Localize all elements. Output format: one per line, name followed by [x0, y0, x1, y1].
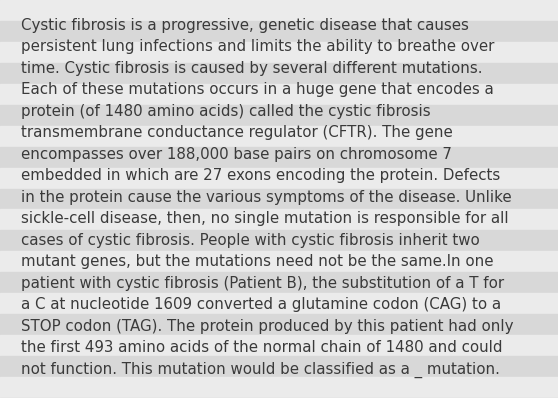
Text: sickle-cell disease, then, no single mutation is responsible for all: sickle-cell disease, then, no single mut…: [21, 211, 509, 226]
Bar: [0, 314, 558, 335]
Bar: [0, 0, 558, 21]
Text: time. Cystic fibrosis is caused by several different mutations.: time. Cystic fibrosis is caused by sever…: [21, 61, 483, 76]
Bar: [0, 21, 558, 42]
Text: protein (of 1480 amino acids) called the cystic fibrosis: protein (of 1480 amino acids) called the…: [21, 104, 431, 119]
Text: transmembrane conductance regulator (CFTR). The gene: transmembrane conductance regulator (CFT…: [21, 125, 453, 140]
Text: persistent lung infections and limits the ability to breathe over: persistent lung infections and limits th…: [21, 39, 494, 55]
Bar: [0, 252, 558, 272]
Bar: [0, 272, 558, 293]
Text: embedded in which are 27 exons encoding the protein. Defects: embedded in which are 27 exons encoding …: [21, 168, 501, 183]
Text: mutant genes, but the mutations need not be the same.In one: mutant genes, but the mutations need not…: [21, 254, 494, 269]
Bar: [0, 126, 558, 146]
Bar: [0, 377, 558, 398]
Bar: [0, 230, 558, 252]
Bar: [0, 42, 558, 63]
Text: cases of cystic fibrosis. People with cystic fibrosis inherit two: cases of cystic fibrosis. People with cy…: [21, 233, 480, 248]
Text: the first 493 amino acids of the normal chain of 1480 and could: the first 493 amino acids of the normal …: [21, 340, 503, 355]
Bar: [0, 84, 558, 105]
Bar: [0, 189, 558, 209]
Text: a C at nucleotide 1609 converted a glutamine codon (CAG) to a: a C at nucleotide 1609 converted a gluta…: [21, 297, 501, 312]
Bar: [0, 335, 558, 356]
Text: encompasses over 188,000 base pairs on chromosome 7: encompasses over 188,000 base pairs on c…: [21, 147, 452, 162]
Text: Cystic fibrosis is a progressive, genetic disease that causes: Cystic fibrosis is a progressive, geneti…: [21, 18, 469, 33]
Text: Each of these mutations occurs in a huge gene that encodes a: Each of these mutations occurs in a huge…: [21, 82, 494, 98]
Bar: [0, 63, 558, 84]
Bar: [0, 356, 558, 377]
Bar: [0, 209, 558, 230]
Bar: [0, 168, 558, 189]
Text: STOP codon (TAG). The protein produced by this patient had only: STOP codon (TAG). The protein produced b…: [21, 319, 514, 334]
Bar: [0, 293, 558, 314]
Text: not function. This mutation would be classified as a _ mutation.: not function. This mutation would be cla…: [21, 362, 500, 378]
Bar: [0, 105, 558, 126]
Text: in the protein cause the various symptoms of the disease. Unlike: in the protein cause the various symptom…: [21, 190, 512, 205]
Bar: [0, 146, 558, 168]
Text: patient with cystic fibrosis (Patient B), the substitution of a T for: patient with cystic fibrosis (Patient B)…: [21, 276, 504, 291]
